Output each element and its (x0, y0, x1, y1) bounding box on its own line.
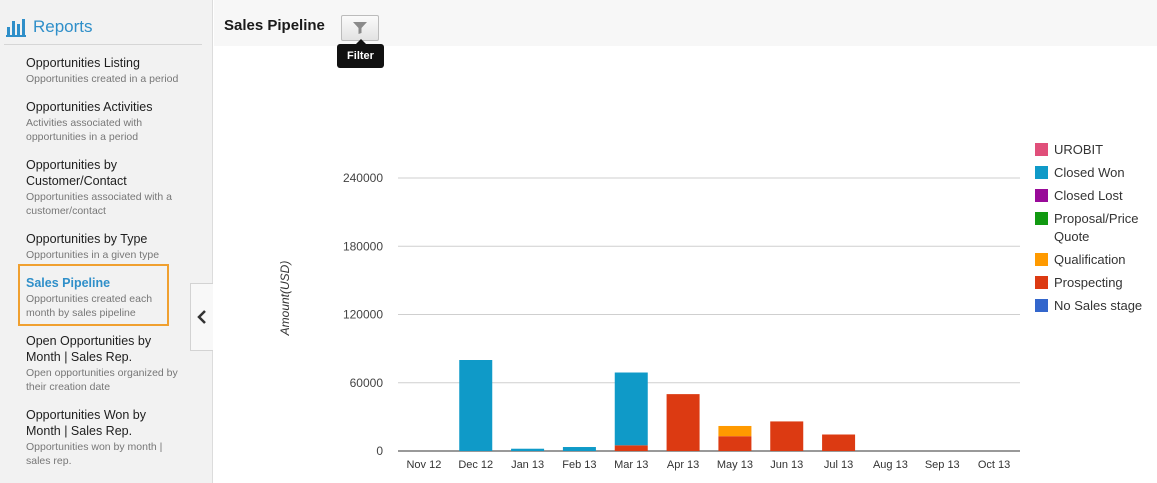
sidebar-item-sales-pipeline[interactable]: Sales Pipeline Opportunities created eac… (26, 275, 164, 320)
sidebar-item-label: Opportunities Won by Month | Sales Rep. (26, 408, 146, 438)
bar-closed-won[interactable] (459, 360, 493, 451)
legend-swatch (1035, 276, 1048, 289)
sidebar-item-desc: Opportunities created in a period (26, 73, 179, 85)
sidebar-item-opportunities-activities[interactable]: Opportunities Activities Activities asso… (26, 99, 198, 144)
bar-closed-won[interactable] (511, 448, 545, 451)
legend-label: No Sales stage (1054, 298, 1143, 313)
chart-legend: UROBIT Closed Won Closed Lost Proposal/Pric… (1035, 141, 1155, 320)
bar-prospecting[interactable] (770, 421, 804, 451)
x-tick-label: Aug 13 (873, 459, 908, 471)
legend-swatch (1035, 212, 1048, 225)
x-tick-label: Dec 12 (458, 459, 493, 471)
y-tick-label: 120000 (343, 308, 383, 322)
y-axis-label: Amount(USD) (278, 261, 292, 337)
legend-label: Proposal/Price Quote (1054, 211, 1139, 244)
collapse-sidebar-button[interactable] (190, 283, 213, 351)
legend-item[interactable]: Proposal/Price Quote (1035, 210, 1155, 246)
legend-swatch (1035, 143, 1048, 156)
sidebar-item-label: Opportunities Listing (26, 56, 140, 70)
legend-swatch (1035, 253, 1048, 266)
legend-item[interactable]: Closed Won (1035, 164, 1155, 182)
sidebar-item-desc: Opportunities created each month by sale… (26, 293, 153, 319)
sidebar-item-label: Opportunities Activities (26, 100, 153, 114)
legend-item[interactable]: Qualification (1035, 251, 1155, 269)
legend-label: Qualification (1054, 252, 1126, 267)
sidebar-item-opportunities-won[interactable]: Opportunities Won by Month | Sales Rep. … (26, 407, 176, 468)
x-tick-label: Sep 13 (925, 459, 960, 471)
x-tick-label: Nov 12 (406, 459, 441, 471)
filter-button[interactable] (341, 15, 379, 41)
y-tick-label: 180000 (343, 239, 383, 253)
bar-closed-won[interactable] (562, 447, 596, 451)
chevron-left-icon (197, 310, 206, 324)
legend-swatch (1035, 166, 1048, 179)
sidebar-header: Reports (4, 10, 202, 45)
sidebar-item-opportunities-listing[interactable]: Opportunities Listing Opportunities crea… (26, 55, 198, 86)
bar-prospecting[interactable] (614, 445, 648, 451)
x-tick-label: May 13 (717, 459, 753, 471)
sidebar-item-desc: Activities associated with opportunities… (26, 117, 143, 143)
active-item-highlight (18, 264, 169, 326)
x-tick-label: Jan 13 (511, 459, 544, 471)
bar-prospecting[interactable] (666, 394, 700, 451)
sidebar-item-desc: Open opportunities organized by their cr… (26, 367, 178, 393)
legend-item[interactable]: Prospecting (1035, 274, 1155, 292)
legend-label: UROBIT (1054, 142, 1104, 157)
reports-sidebar: Reports Opportunities Listing Opportunit… (0, 0, 213, 483)
sidebar-item-opportunities-by-type[interactable]: Opportunities by Type Opportunities in a… (26, 231, 198, 262)
sidebar-item-label: Sales Pipeline (26, 276, 111, 290)
legend-label: Closed Won (1054, 165, 1125, 180)
bar-prospecting[interactable] (822, 434, 856, 451)
x-tick-label: Apr 13 (667, 459, 699, 471)
bar-chart-icon (6, 19, 26, 37)
x-tick-label: Jun 13 (770, 459, 803, 471)
sidebar-item-label: Open Opportunities by Month | Sales Rep. (26, 334, 152, 364)
y-tick-label: 240000 (343, 171, 383, 185)
legend-item[interactable]: UROBIT (1035, 141, 1155, 159)
funnel-icon (353, 22, 367, 34)
sidebar-item-label: Opportunities by Customer/Contact (26, 158, 127, 188)
x-tick-label: Mar 13 (614, 459, 648, 471)
x-tick-label: Feb 13 (562, 459, 596, 471)
bar-qualification[interactable] (718, 425, 752, 437)
x-tick-label: Oct 13 (978, 459, 1010, 471)
sidebar-item-desc: Opportunities won by month | sales rep. (26, 441, 163, 467)
filter-tooltip: Filter (337, 39, 384, 68)
bar-prospecting[interactable] (718, 436, 752, 451)
legend-label: Prospecting (1054, 275, 1123, 290)
page-title: Sales Pipeline (224, 17, 325, 34)
legend-label: Closed Lost (1054, 188, 1123, 203)
sidebar-item-label: Opportunities by Type (26, 232, 148, 246)
sidebar-item-desc: Opportunities in a given type (26, 249, 160, 261)
sidebar-item-opportunities-by-customer[interactable]: Opportunities by Customer/Contact Opport… (26, 157, 176, 218)
legend-swatch (1035, 189, 1048, 202)
y-tick-label: 60000 (350, 376, 384, 390)
bar-closed-won[interactable] (614, 372, 648, 446)
x-tick-label: Jul 13 (824, 459, 853, 471)
sidebar-item-desc: Opportunities associated with a customer… (26, 191, 172, 217)
legend-item[interactable]: Closed Lost (1035, 187, 1155, 205)
sidebar-item-open-opportunities[interactable]: Open Opportunities by Month | Sales Rep.… (26, 333, 186, 394)
legend-swatch (1035, 299, 1048, 312)
y-tick-label: 0 (376, 444, 383, 458)
legend-item[interactable]: No Sales stage (1035, 297, 1155, 315)
sidebar-title: Reports (33, 17, 93, 36)
